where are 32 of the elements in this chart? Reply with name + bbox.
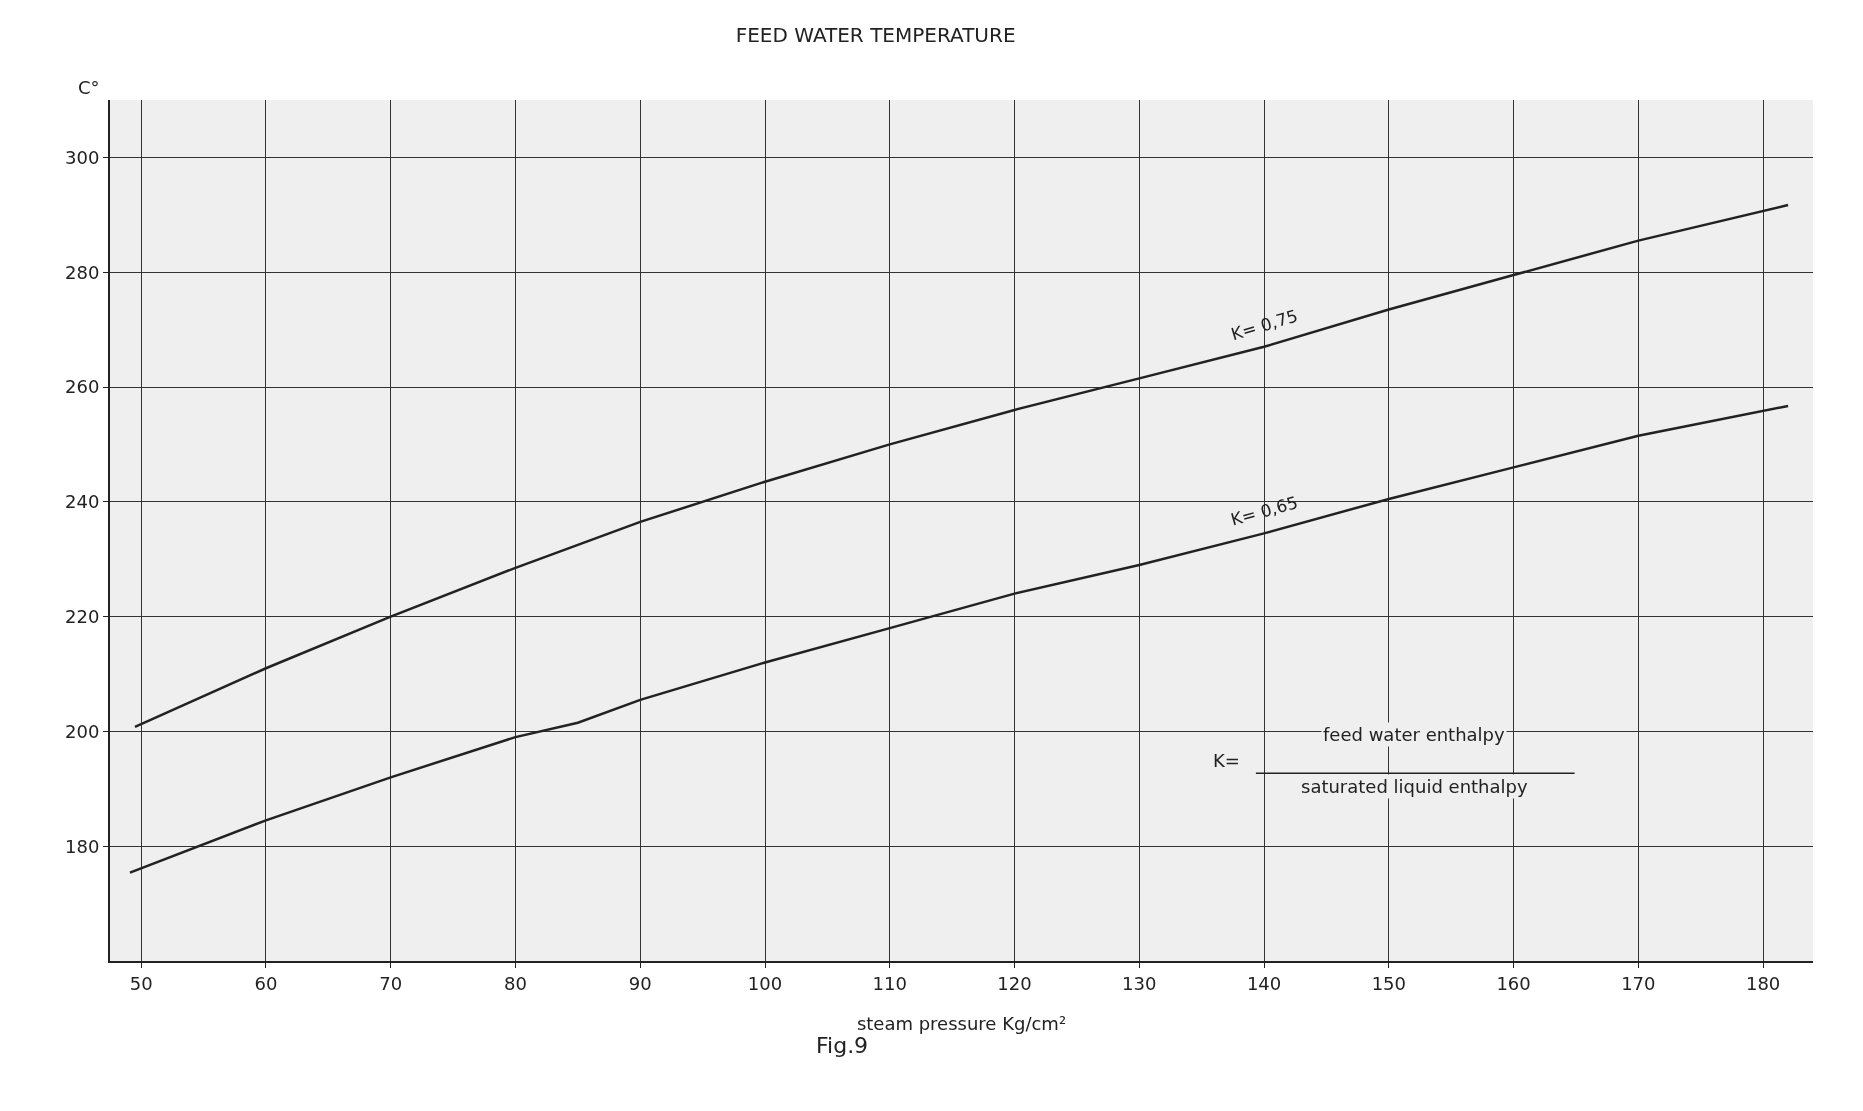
x-tick-label: 100 [747, 972, 783, 994]
x-tick-label: 70 [379, 972, 403, 994]
x-axis-title: steam pressure Kg/cm² [856, 1013, 1067, 1035]
x-tick-label: 170 [1621, 972, 1656, 994]
x-tick-label: 140 [1246, 972, 1282, 994]
y-tick-label: 280 [65, 261, 100, 283]
x-tick-label: 110 [872, 972, 907, 994]
x-tick-label: 160 [1496, 972, 1531, 994]
annotation: feed water enthalpy [1323, 724, 1506, 745]
x-tick-label: 60 [254, 972, 278, 994]
text: K= 0,65 [1228, 492, 1300, 530]
y-tick-label: 260 [65, 376, 100, 398]
chart-title: FEED WATER TEMPERATURE [735, 22, 1016, 47]
x-tick-label: 130 [1122, 972, 1157, 994]
x-tick-label: 150 [1371, 972, 1406, 994]
y-tick-label: 180 [65, 835, 100, 857]
y-tick-label: 200 [65, 720, 100, 742]
text: K= 0,75 [1228, 305, 1301, 345]
y-axis-title: C° [78, 77, 100, 98]
x-tick-label: 120 [997, 972, 1032, 994]
line-series [133, 203, 1790, 729]
y-tick-label: 220 [65, 605, 100, 627]
x-tick-label: 180 [1745, 972, 1781, 994]
annotation: K= [1213, 750, 1240, 771]
y-tick-label: 240 [65, 491, 100, 513]
line-series [128, 404, 1790, 874]
y-tick-label: 300 [65, 146, 100, 168]
caption: Fig.9 [816, 1033, 869, 1058]
annotation: saturated liquid enthalpy [1301, 776, 1528, 797]
x-tick-label: 80 [504, 972, 527, 994]
x-tick-label: 50 [129, 972, 153, 994]
x-tick-label: 90 [628, 972, 652, 994]
